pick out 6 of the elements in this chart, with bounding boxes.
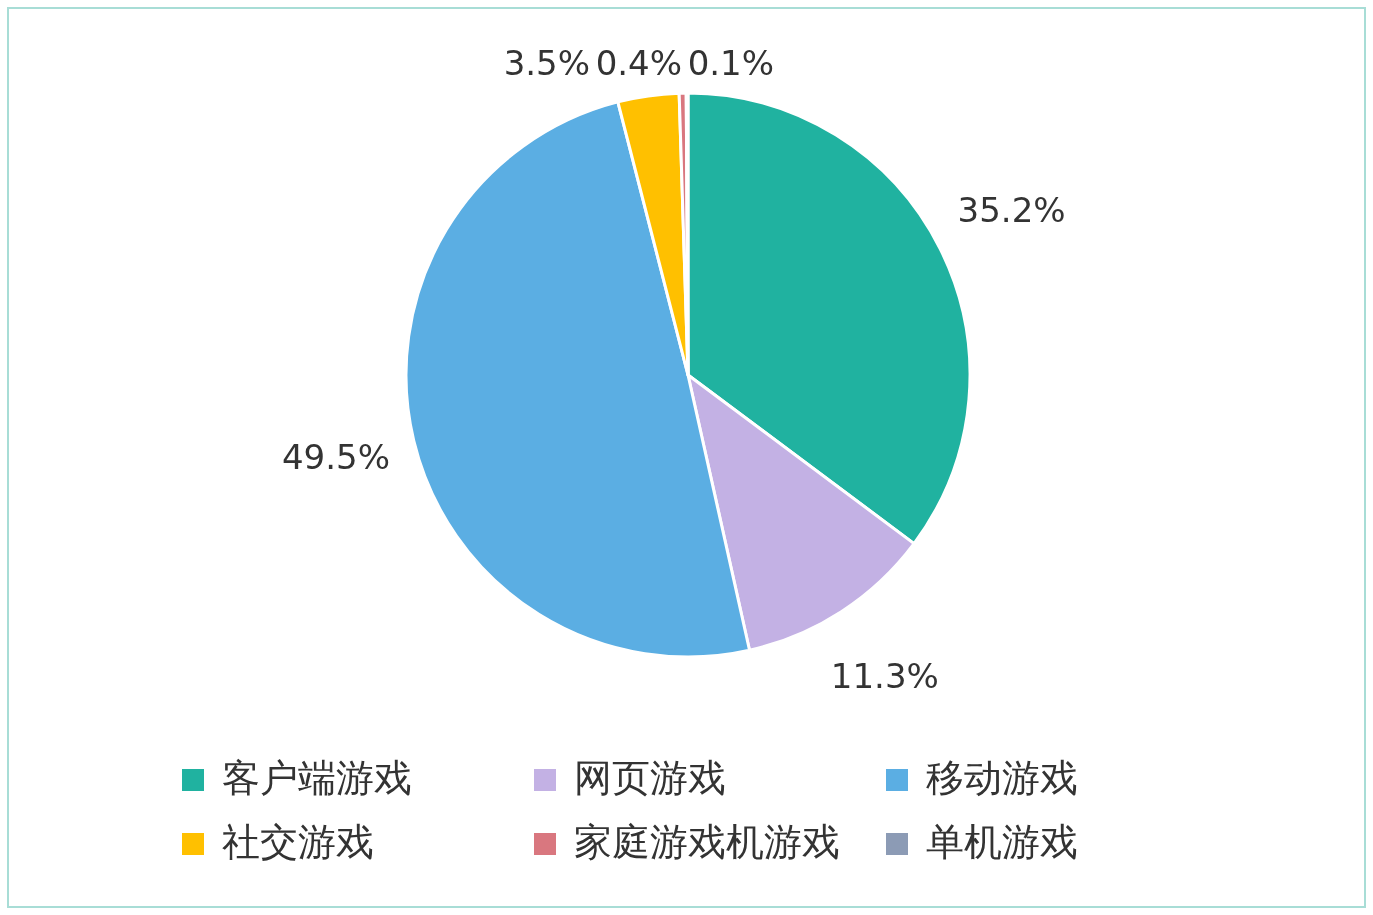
legend-label: 移动游戏	[926, 755, 1078, 800]
legend-label: 社交游戏	[222, 819, 374, 864]
legend-label: 网页游戏	[574, 755, 726, 800]
legend-label: 单机游戏	[926, 819, 1078, 864]
legend-label: 客户端游戏	[222, 755, 412, 800]
legend-label: 家庭游戏机游戏	[574, 819, 840, 864]
